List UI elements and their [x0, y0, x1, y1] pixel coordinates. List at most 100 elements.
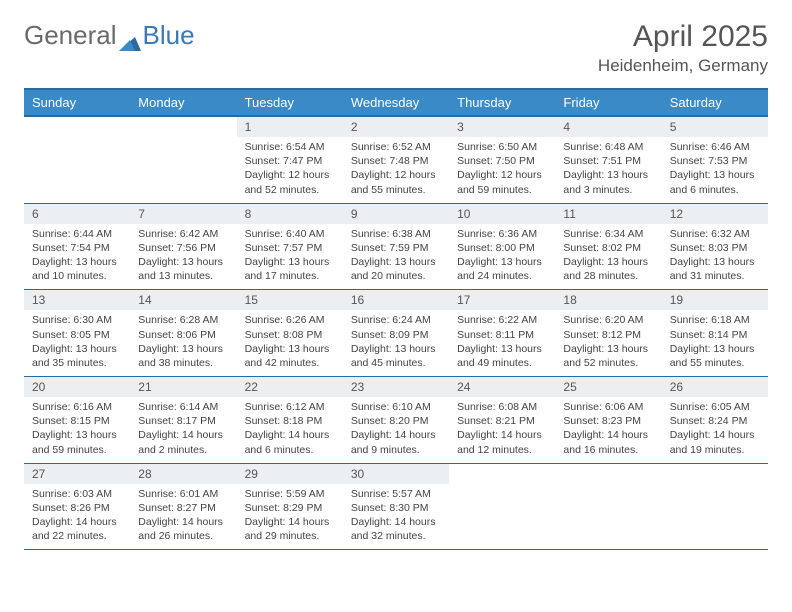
day-details: Sunrise: 6:16 AMSunset: 8:15 PMDaylight:…: [24, 397, 130, 463]
daylight-text: Daylight: 14 hours and 22 minutes.: [32, 515, 122, 543]
daylight-text: Daylight: 13 hours and 20 minutes.: [351, 255, 441, 283]
sunset-text: Sunset: 8:11 PM: [457, 328, 547, 342]
sunset-text: Sunset: 7:50 PM: [457, 154, 547, 168]
day-number: 30: [343, 464, 449, 484]
day-number: 28: [130, 464, 236, 484]
calendar-cell: 16Sunrise: 6:24 AMSunset: 8:09 PMDayligh…: [343, 290, 449, 377]
daylight-text: Daylight: 13 hours and 49 minutes.: [457, 342, 547, 370]
day-details: Sunrise: 6:12 AMSunset: 8:18 PMDaylight:…: [237, 397, 343, 463]
sunset-text: Sunset: 7:51 PM: [563, 154, 653, 168]
sunset-text: Sunset: 8:00 PM: [457, 241, 547, 255]
day-number: 23: [343, 377, 449, 397]
sunrise-text: Sunrise: 6:16 AM: [32, 400, 122, 414]
calendar-week-row: 27Sunrise: 6:03 AMSunset: 8:26 PMDayligh…: [24, 463, 768, 550]
brand-part2: Blue: [143, 20, 195, 51]
calendar-cell: 4Sunrise: 6:48 AMSunset: 7:51 PMDaylight…: [555, 116, 661, 203]
daylight-text: Daylight: 12 hours and 55 minutes.: [351, 168, 441, 196]
calendar-cell: 29Sunrise: 5:59 AMSunset: 8:29 PMDayligh…: [237, 463, 343, 550]
sunrise-text: Sunrise: 6:28 AM: [138, 313, 228, 327]
weekday-header: Monday: [130, 89, 236, 116]
calendar-cell: 1Sunrise: 6:54 AMSunset: 7:47 PMDaylight…: [237, 116, 343, 203]
day-number: 19: [662, 290, 768, 310]
day-details: Sunrise: 6:38 AMSunset: 7:59 PMDaylight:…: [343, 224, 449, 290]
day-details: Sunrise: 6:01 AMSunset: 8:27 PMDaylight:…: [130, 484, 236, 550]
daylight-text: Daylight: 14 hours and 19 minutes.: [670, 428, 760, 456]
sunrise-text: Sunrise: 6:36 AM: [457, 227, 547, 241]
day-details: Sunrise: 6:52 AMSunset: 7:48 PMDaylight:…: [343, 137, 449, 203]
day-details: Sunrise: 6:14 AMSunset: 8:17 PMDaylight:…: [130, 397, 236, 463]
daylight-text: Daylight: 12 hours and 59 minutes.: [457, 168, 547, 196]
sunrise-text: Sunrise: 6:48 AM: [563, 140, 653, 154]
sunset-text: Sunset: 8:06 PM: [138, 328, 228, 342]
sunset-text: Sunset: 8:21 PM: [457, 414, 547, 428]
sunrise-text: Sunrise: 6:05 AM: [670, 400, 760, 414]
day-details: Sunrise: 6:03 AMSunset: 8:26 PMDaylight:…: [24, 484, 130, 550]
calendar-week-row: 20Sunrise: 6:16 AMSunset: 8:15 PMDayligh…: [24, 377, 768, 464]
calendar-cell-empty: [130, 116, 236, 203]
daylight-text: Daylight: 13 hours and 3 minutes.: [563, 168, 653, 196]
daylight-text: Daylight: 13 hours and 45 minutes.: [351, 342, 441, 370]
calendar-body: 1Sunrise: 6:54 AMSunset: 7:47 PMDaylight…: [24, 116, 768, 550]
sunrise-text: Sunrise: 5:59 AM: [245, 487, 335, 501]
calendar-cell: 14Sunrise: 6:28 AMSunset: 8:06 PMDayligh…: [130, 290, 236, 377]
day-details: Sunrise: 6:48 AMSunset: 7:51 PMDaylight:…: [555, 137, 661, 203]
calendar-cell: 5Sunrise: 6:46 AMSunset: 7:53 PMDaylight…: [662, 116, 768, 203]
calendar-cell: 26Sunrise: 6:05 AMSunset: 8:24 PMDayligh…: [662, 377, 768, 464]
sunset-text: Sunset: 8:09 PM: [351, 328, 441, 342]
day-details: Sunrise: 6:30 AMSunset: 8:05 PMDaylight:…: [24, 310, 130, 376]
sunset-text: Sunset: 7:56 PM: [138, 241, 228, 255]
day-details: Sunrise: 6:24 AMSunset: 8:09 PMDaylight:…: [343, 310, 449, 376]
day-number: 3: [449, 117, 555, 137]
daylight-text: Daylight: 13 hours and 28 minutes.: [563, 255, 653, 283]
day-number: 8: [237, 204, 343, 224]
daylight-text: Daylight: 14 hours and 2 minutes.: [138, 428, 228, 456]
sunset-text: Sunset: 8:27 PM: [138, 501, 228, 515]
sunrise-text: Sunrise: 6:50 AM: [457, 140, 547, 154]
calendar-cell: 17Sunrise: 6:22 AMSunset: 8:11 PMDayligh…: [449, 290, 555, 377]
day-number: 29: [237, 464, 343, 484]
day-number: 2: [343, 117, 449, 137]
calendar-cell: 21Sunrise: 6:14 AMSunset: 8:17 PMDayligh…: [130, 377, 236, 464]
sunrise-text: Sunrise: 6:06 AM: [563, 400, 653, 414]
day-details: Sunrise: 6:28 AMSunset: 8:06 PMDaylight:…: [130, 310, 236, 376]
sunrise-text: Sunrise: 6:08 AM: [457, 400, 547, 414]
weekday-header: Friday: [555, 89, 661, 116]
sunset-text: Sunset: 8:02 PM: [563, 241, 653, 255]
calendar-week-row: 1Sunrise: 6:54 AMSunset: 7:47 PMDaylight…: [24, 116, 768, 203]
day-details: Sunrise: 6:36 AMSunset: 8:00 PMDaylight:…: [449, 224, 555, 290]
daylight-text: Daylight: 13 hours and 6 minutes.: [670, 168, 760, 196]
daylight-text: Daylight: 12 hours and 52 minutes.: [245, 168, 335, 196]
sunset-text: Sunset: 7:54 PM: [32, 241, 122, 255]
day-number: 6: [24, 204, 130, 224]
day-details: Sunrise: 5:57 AMSunset: 8:30 PMDaylight:…: [343, 484, 449, 550]
calendar-cell-empty: [24, 116, 130, 203]
day-details: Sunrise: 6:42 AMSunset: 7:56 PMDaylight:…: [130, 224, 236, 290]
calendar-cell: 23Sunrise: 6:10 AMSunset: 8:20 PMDayligh…: [343, 377, 449, 464]
day-number: 4: [555, 117, 661, 137]
logo-triangle-icon: [119, 27, 141, 45]
day-details: Sunrise: 6:44 AMSunset: 7:54 PMDaylight:…: [24, 224, 130, 290]
brand-part1: General: [24, 20, 117, 51]
sunset-text: Sunset: 7:53 PM: [670, 154, 760, 168]
calendar-cell: 6Sunrise: 6:44 AMSunset: 7:54 PMDaylight…: [24, 203, 130, 290]
day-details: Sunrise: 6:50 AMSunset: 7:50 PMDaylight:…: [449, 137, 555, 203]
sunset-text: Sunset: 8:23 PM: [563, 414, 653, 428]
day-number: 16: [343, 290, 449, 310]
sunset-text: Sunset: 8:20 PM: [351, 414, 441, 428]
daylight-text: Daylight: 13 hours and 52 minutes.: [563, 342, 653, 370]
sunrise-text: Sunrise: 6:32 AM: [670, 227, 760, 241]
page-header: General Blue April 2025 Heidenheim, Germ…: [24, 20, 768, 76]
sunrise-text: Sunrise: 6:18 AM: [670, 313, 760, 327]
day-details: Sunrise: 6:46 AMSunset: 7:53 PMDaylight:…: [662, 137, 768, 203]
weekday-header: Tuesday: [237, 89, 343, 116]
calendar-cell: 19Sunrise: 6:18 AMSunset: 8:14 PMDayligh…: [662, 290, 768, 377]
sunset-text: Sunset: 8:05 PM: [32, 328, 122, 342]
calendar-week-row: 13Sunrise: 6:30 AMSunset: 8:05 PMDayligh…: [24, 290, 768, 377]
calendar-cell: 22Sunrise: 6:12 AMSunset: 8:18 PMDayligh…: [237, 377, 343, 464]
calendar-cell-empty: [555, 463, 661, 550]
sunset-text: Sunset: 8:03 PM: [670, 241, 760, 255]
calendar-cell: 10Sunrise: 6:36 AMSunset: 8:00 PMDayligh…: [449, 203, 555, 290]
daylight-text: Daylight: 14 hours and 6 minutes.: [245, 428, 335, 456]
calendar-cell: 12Sunrise: 6:32 AMSunset: 8:03 PMDayligh…: [662, 203, 768, 290]
daylight-text: Daylight: 13 hours and 59 minutes.: [32, 428, 122, 456]
